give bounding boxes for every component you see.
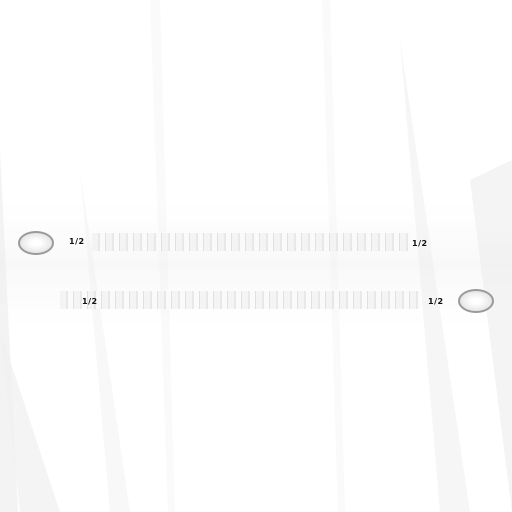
fraction-label-right: 1/2 [428,297,444,306]
dimension-line-top: 1/2 1/2 [0,222,512,262]
dimension-bar [92,233,410,251]
fraction-label-left: 1/2 [82,297,98,306]
dimension-bar [60,291,420,309]
fraction-label-right: 1/2 [412,239,428,248]
fraction-label-left: 1/2 [69,237,85,246]
grommet-icon [18,231,54,255]
dimension-line-bottom: 1/2 1/2 [0,282,512,322]
grommet-icon [458,289,494,313]
